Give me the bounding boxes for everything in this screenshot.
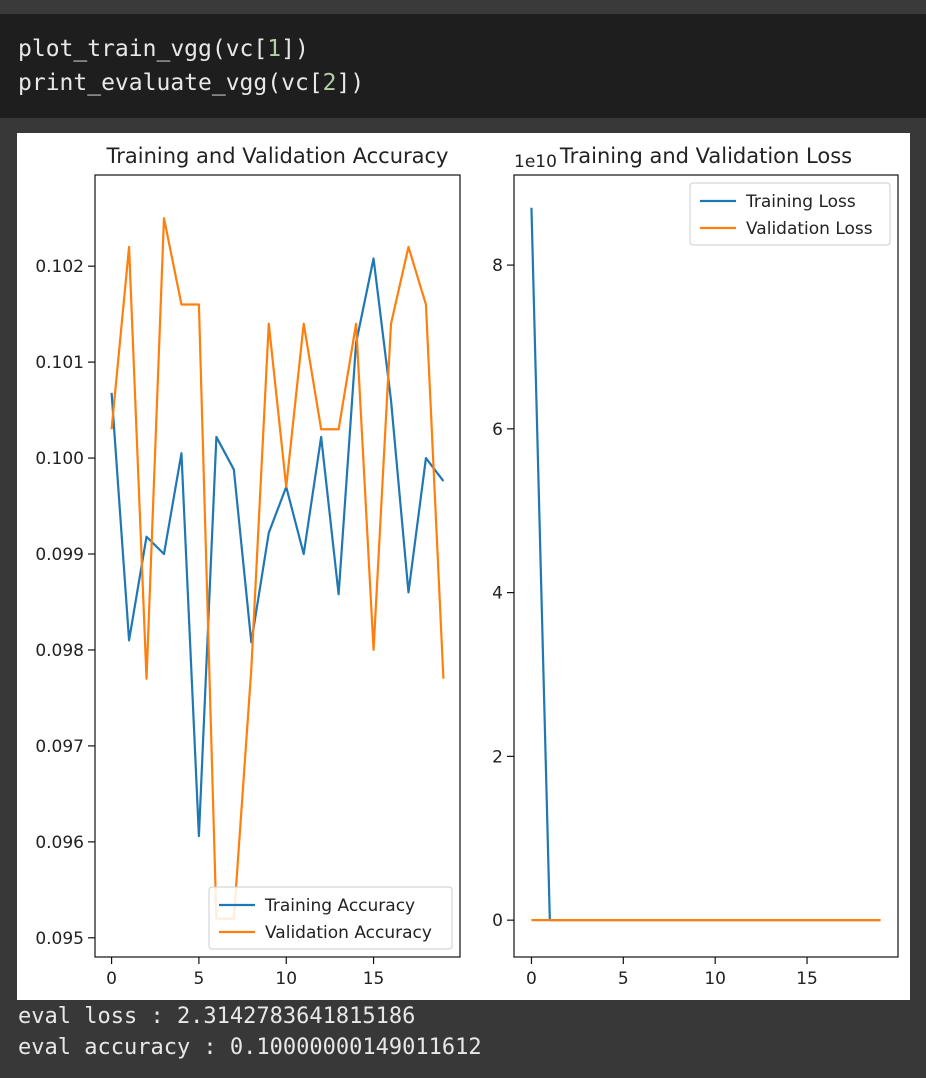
acc-xtick-label: 10	[275, 969, 297, 989]
loss-axes-frame	[513, 174, 899, 958]
loss-legend-box	[689, 182, 891, 246]
loss-ytick-label: 6	[492, 420, 503, 440]
code-text: ])	[281, 36, 309, 62]
eval-loss-text: eval loss : 2.3142783641815186	[18, 1004, 416, 1029]
plot-output: Training and Validation Accuracy 0 5 10 15 0.…	[17, 133, 910, 1000]
loss-xtick-label: 15	[796, 969, 818, 989]
acc-ytick-label: 0.100	[35, 449, 84, 469]
code-text: print_evaluate_vgg(vc[	[18, 70, 323, 96]
acc-legend-box	[208, 886, 453, 950]
loss-ytick-label: 2	[492, 747, 503, 767]
acc-title: Training and Validation Accuracy	[106, 144, 449, 168]
loss-legend-label: Training Loss	[745, 192, 856, 212]
code-text: ])	[336, 70, 365, 96]
loss-legend-label: Validation Loss	[746, 219, 873, 239]
acc-chart: Training and Validation Accuracy 0 5 10 15 0.…	[35, 144, 461, 989]
loss-ytick-label: 0	[492, 911, 503, 931]
code-line-1: plot_train_vgg(vc[1])	[18, 36, 309, 62]
loss-title: Training and Validation Loss	[559, 144, 852, 168]
code-cell[interactable]: plot_train_vgg(vc[1]) print_evaluate_vgg…	[0, 14, 926, 118]
acc-ytick-label: 0.095	[35, 929, 84, 949]
acc-series-training-line	[110, 257, 445, 838]
code-text: plot_train_vgg(vc[	[18, 36, 268, 62]
acc-series-validation-line	[110, 217, 445, 920]
figure: Training and Validation Accuracy 0 5 10 15 0.…	[35, 144, 899, 989]
code-number: 2	[322, 70, 337, 96]
acc-ytick-label: 0.102	[35, 257, 84, 277]
acc-legend-label: Training Accuracy	[264, 896, 415, 916]
acc-ytick-label: 0.099	[35, 545, 84, 565]
loss-series-training-line	[530, 207, 881, 922]
code-line-2: print_evaluate_vgg(vc[2])	[18, 70, 364, 96]
acc-ytick-label: 0.096	[35, 833, 84, 853]
acc-ytick-label: 0.098	[35, 641, 84, 661]
acc-axes-frame	[94, 174, 461, 958]
acc-ytick-label: 0.097	[35, 737, 84, 757]
acc-legend-label: Validation Accuracy	[265, 923, 432, 943]
loss-legend: Training Loss Validation Loss	[689, 182, 891, 246]
code-number: 1	[267, 36, 282, 62]
top-bar	[0, 0, 926, 14]
acc-ytick-label: 0.101	[35, 353, 84, 373]
loss-ytick-label: 8	[492, 256, 503, 276]
loss-offset-text: 1e10	[514, 152, 557, 172]
loss-xtick-label: 5	[618, 969, 629, 989]
loss-xtick-label: 0	[526, 969, 537, 989]
acc-xtick-label: 5	[193, 969, 204, 989]
loss-ytick-label: 4	[492, 584, 503, 604]
acc-xtick-label: 15	[363, 969, 385, 989]
acc-legend: Training Accuracy Validation Accuracy	[208, 886, 453, 950]
acc-xtick-label: 0	[106, 969, 117, 989]
eval-accuracy-text: eval accuracy : 0.10000000149011612	[18, 1035, 482, 1060]
loss-xtick-label: 10	[704, 969, 726, 989]
